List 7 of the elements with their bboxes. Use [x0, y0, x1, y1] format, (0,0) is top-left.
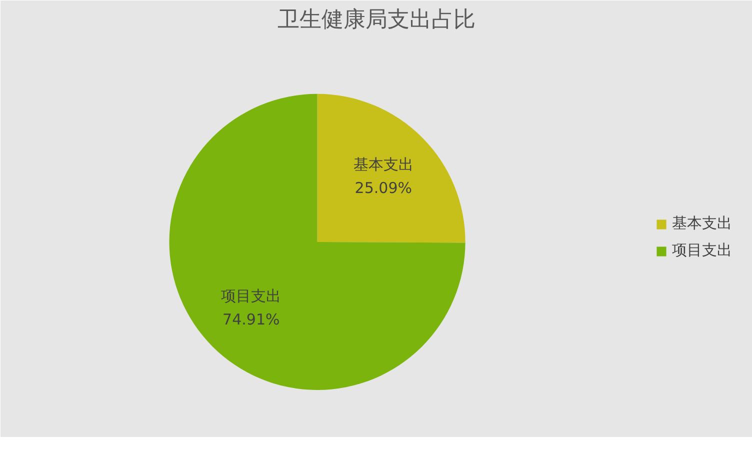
data-label: 25.09% — [354, 178, 412, 197]
chart-title: 卫生健康局支出占比 — [278, 8, 476, 32]
legend-label: 基本支出 — [672, 214, 732, 233]
slice-label: 项目支出 — [221, 287, 282, 306]
slice-label: 基本支出 — [353, 155, 414, 174]
data-label: 74.91% — [222, 310, 280, 328]
legend-label: 项目支出 — [672, 241, 732, 260]
